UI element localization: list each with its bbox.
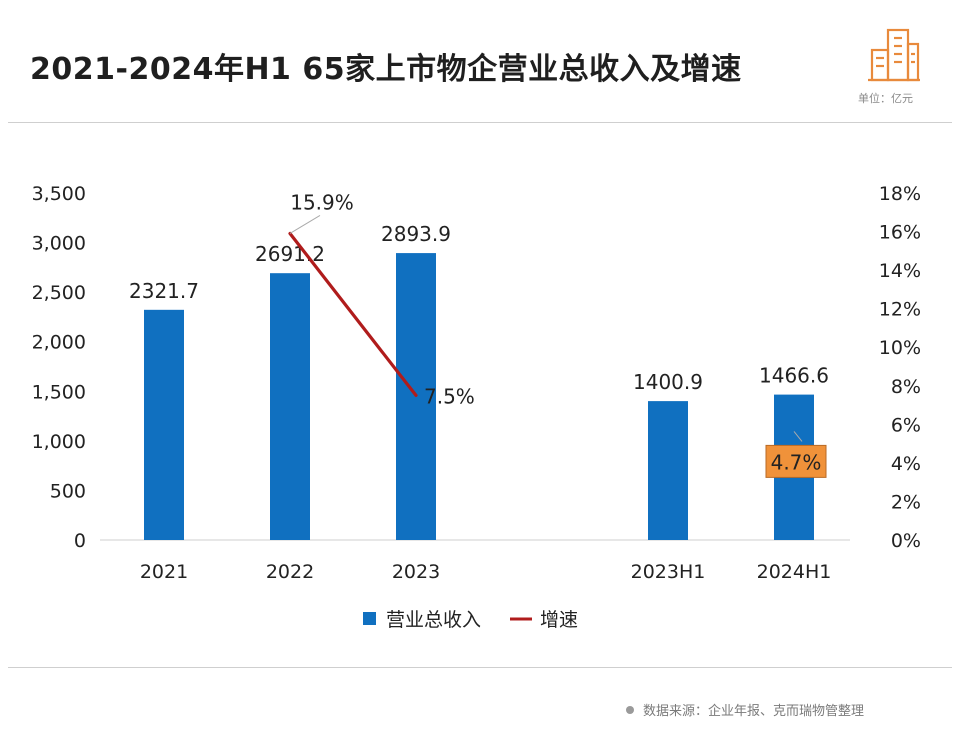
x-category-label: 2023 bbox=[392, 561, 440, 583]
bar-value-label: 2321.7 bbox=[129, 279, 199, 303]
x-axis-categories: 2021 2022 2023 2023H1 2024H1 bbox=[140, 561, 832, 583]
y-right-tick-label: 6% bbox=[891, 414, 921, 436]
bar-value-label: 2893.9 bbox=[381, 222, 451, 246]
legend: 营业总收入 增速 bbox=[363, 609, 578, 631]
legend-label: 增速 bbox=[540, 609, 578, 631]
growth-leader-line bbox=[289, 215, 321, 234]
growth-highlight-box bbox=[765, 444, 827, 478]
bar bbox=[648, 401, 688, 540]
bar bbox=[144, 309, 184, 540]
y-left-tick-label: 0 bbox=[74, 530, 86, 552]
legend-swatch-revenue bbox=[363, 612, 376, 625]
y-right-tick-label: 8% bbox=[891, 376, 921, 398]
growth-leader-line bbox=[793, 431, 803, 442]
y-right-tick-label: 0% bbox=[891, 530, 921, 552]
x-category-label: 2021 bbox=[140, 561, 188, 583]
y-left-tick-label: 500 bbox=[50, 480, 86, 502]
y-right-tick-label: 2% bbox=[891, 491, 921, 513]
y-right-tick-label: 14% bbox=[879, 260, 921, 282]
y-axis-left: 0 500 1,000 1,500 2,000 2,500 3,000 3,500 bbox=[32, 183, 86, 552]
y-right-tick-label: 16% bbox=[879, 222, 921, 244]
growth-series: 15.9% 7.5% 4.7% bbox=[288, 190, 827, 478]
bar bbox=[270, 273, 310, 540]
chart-title: 2021-2024年H1 65家上市物企营业总收入及增速 bbox=[30, 52, 742, 87]
growth-line-segment bbox=[288, 231, 418, 398]
growth-value-label: 4.7% bbox=[771, 450, 822, 474]
y-left-tick-label: 1,000 bbox=[32, 431, 86, 453]
y-axis-right: 0% 2% 4% 6% 8% 10% 12% 14% 16% 18% bbox=[879, 183, 921, 552]
y-left-tick-label: 3,500 bbox=[32, 183, 86, 205]
y-right-tick-label: 12% bbox=[879, 299, 921, 321]
top-divider bbox=[8, 122, 952, 123]
x-category-label: 2024H1 bbox=[757, 561, 832, 583]
y-right-tick-label: 4% bbox=[891, 453, 921, 475]
y-right-tick-label: 10% bbox=[879, 337, 921, 359]
source-note: 数据来源：企业年报、克而瑞物管整理 bbox=[626, 700, 864, 719]
bottom-divider bbox=[8, 667, 952, 668]
bullet-icon bbox=[626, 705, 634, 714]
y-left-tick-label: 2,000 bbox=[32, 332, 86, 354]
unit-label: 单位：亿元 bbox=[858, 92, 913, 105]
growth-value-label: 15.9% bbox=[290, 190, 354, 214]
y-left-tick-label: 2,500 bbox=[32, 282, 86, 304]
building-icon bbox=[868, 28, 920, 82]
bar-series bbox=[144, 253, 814, 540]
x-category-label: 2023H1 bbox=[631, 561, 706, 583]
source-text: 数据来源：企业年报、克而瑞物管整理 bbox=[643, 704, 865, 719]
bar-value-label: 1466.6 bbox=[759, 364, 829, 388]
legend-label: 营业总收入 bbox=[386, 609, 481, 631]
bar-value-label: 1400.9 bbox=[633, 370, 703, 394]
growth-value-label: 7.5% bbox=[424, 384, 475, 408]
y-left-tick-label: 1,500 bbox=[32, 381, 86, 403]
x-category-label: 2022 bbox=[266, 561, 314, 583]
y-left-tick-label: 3,000 bbox=[32, 233, 86, 255]
y-right-tick-label: 18% bbox=[879, 183, 921, 205]
